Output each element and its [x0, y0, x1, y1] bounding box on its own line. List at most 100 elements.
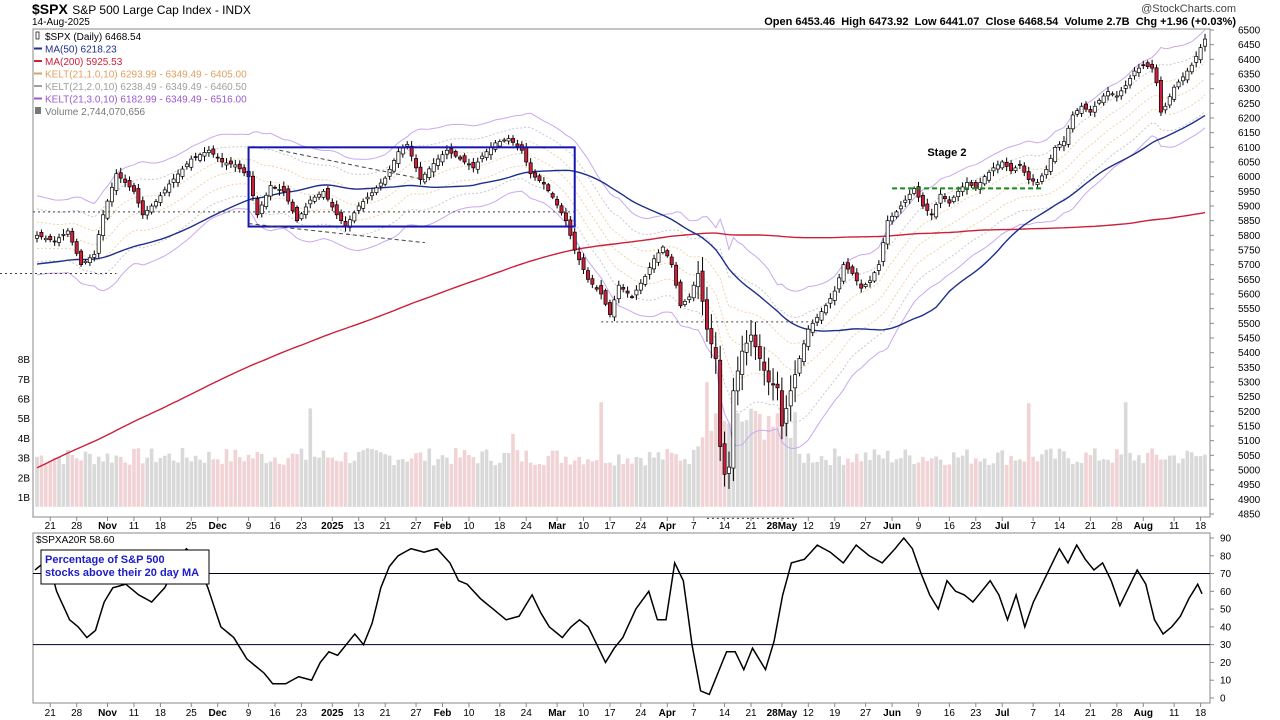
- lower-x-tick-label: 9: [246, 708, 252, 719]
- candle-body: [1163, 105, 1168, 111]
- candle-body: [79, 250, 84, 266]
- volume-bar: [987, 464, 991, 507]
- volume-bar: [1119, 454, 1124, 507]
- candle-body: [638, 282, 643, 291]
- candle-body: [956, 190, 961, 197]
- x-tick-label: Jul: [995, 521, 1010, 532]
- candle-body: [180, 168, 185, 177]
- volume-bar: [533, 464, 537, 507]
- x-tick-label: Jun: [883, 521, 901, 532]
- volume-bar: [630, 463, 634, 507]
- volume-bar: [339, 461, 343, 507]
- volume-bar: [608, 462, 612, 507]
- candle-body: [563, 212, 568, 222]
- volume-bar: [797, 453, 802, 507]
- candle-body: [61, 234, 66, 236]
- candle-body: [70, 230, 75, 243]
- candle-body: [1154, 67, 1159, 84]
- x-tick-label: 18: [155, 521, 167, 532]
- upper-wedge-trendline: [279, 149, 425, 181]
- candle-body: [515, 143, 520, 147]
- volume-bar: [511, 433, 515, 507]
- breadth-tick-label: 50: [1220, 605, 1232, 616]
- breadth-note-box: [40, 549, 210, 585]
- price-tick-label: 5400: [1238, 348, 1261, 359]
- volume-bar: [603, 463, 608, 507]
- candle-body: [718, 359, 723, 447]
- candle-body: [603, 290, 608, 305]
- volume-bar: [299, 448, 304, 507]
- volume-bar: [453, 447, 458, 507]
- volume-bar: [594, 460, 599, 507]
- lower-x-tick-label: 14: [719, 708, 731, 719]
- volume-bar: [158, 458, 163, 507]
- price-tick-label: 5700: [1238, 260, 1261, 271]
- candle-body: [303, 206, 308, 216]
- x-tick-label: 18: [1195, 521, 1207, 532]
- volume-bar: [295, 454, 299, 507]
- volume-tick-label: 3B: [18, 454, 31, 465]
- candle-body: [162, 189, 167, 194]
- lower-x-tick-label: 18: [1195, 708, 1207, 719]
- volume-bar: [775, 413, 780, 507]
- candle-body: [370, 192, 374, 197]
- volume-bar: [1194, 456, 1198, 507]
- volume-bar: [815, 461, 819, 507]
- volume-bar: [753, 410, 758, 507]
- candle-body: [171, 178, 176, 183]
- volume-bar: [215, 459, 220, 507]
- x-tick-label: 21: [1085, 521, 1097, 532]
- volume-tick-label: 7B: [18, 375, 31, 386]
- volume-bar: [356, 451, 361, 507]
- candle-body: [643, 276, 648, 285]
- volume-bar: [564, 456, 568, 507]
- volume-bar: [308, 408, 313, 507]
- candle-body: [669, 256, 674, 266]
- candle-body: [1119, 90, 1124, 97]
- candle-body: [1070, 114, 1075, 130]
- volume-bar: [1123, 402, 1128, 507]
- lower-x-tick-label: Jul: [995, 708, 1010, 719]
- volume-bar: [458, 457, 462, 507]
- volume-bar: [1075, 461, 1079, 507]
- candle-body: [65, 230, 70, 235]
- volume-bar: [423, 460, 427, 507]
- volume-bar: [696, 446, 700, 507]
- candle-body: [1009, 163, 1014, 172]
- volume-bar: [326, 457, 330, 507]
- volume-bar: [330, 457, 335, 507]
- candle-body: [493, 142, 498, 150]
- candle-body: [947, 199, 952, 204]
- legend-entry: KELT(21,3.0,10) 6182.99 - 6349.49 - 6516…: [45, 95, 247, 106]
- volume-bar: [691, 449, 696, 507]
- lower-x-tick-label: Nov: [98, 708, 117, 719]
- lower-x-tick-label: 21: [45, 708, 57, 719]
- breadth-tick-label: 60: [1220, 587, 1232, 598]
- volume-bar: [312, 456, 317, 507]
- candle-body: [815, 317, 820, 323]
- watermark: @StockCharts.com: [1141, 3, 1236, 15]
- volume-bar: [1000, 450, 1005, 507]
- x-tick-label: Mar: [548, 521, 566, 532]
- price-tick-label: 5250: [1238, 392, 1261, 403]
- candle-body: [480, 155, 485, 159]
- candle-body: [704, 299, 709, 330]
- candle-body: [630, 296, 634, 298]
- breadth-panel: $SPXA20R 58.60 90 80 70 60 50 40 30 20 10 0 Percent…: [32, 532, 1232, 719]
- x-tick-label: 10: [578, 521, 590, 532]
- volume-bar: [1115, 449, 1119, 507]
- candle-body: [1039, 175, 1044, 182]
- candle-body: [193, 156, 198, 158]
- candle-body: [929, 213, 934, 216]
- volume-bar: [145, 457, 149, 507]
- x-tick-label: 10: [463, 521, 475, 532]
- volume-bar: [290, 453, 295, 507]
- volume-bar: [1062, 451, 1066, 507]
- volume-bar: [616, 454, 621, 507]
- candle-body: [982, 176, 987, 185]
- lower-x-tick-label: Dec: [209, 708, 228, 719]
- candle-body: [105, 200, 110, 219]
- candle-body: [616, 284, 621, 300]
- candle-body: [801, 343, 806, 362]
- candle-body: [1022, 165, 1027, 173]
